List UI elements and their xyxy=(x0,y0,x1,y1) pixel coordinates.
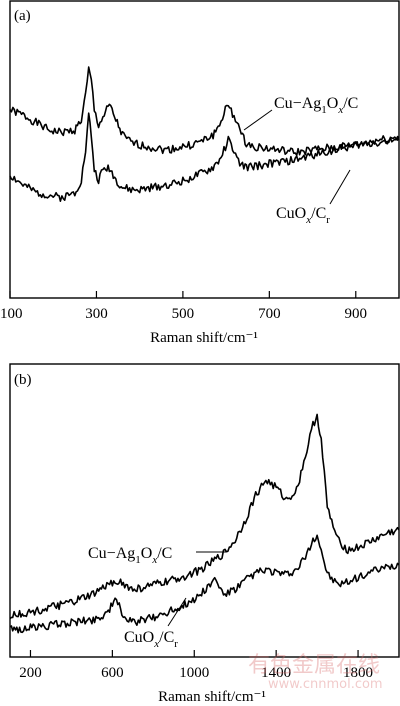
watermark-url: www.cnnmol.com xyxy=(268,677,383,692)
panel-a-x-tick-label-4: 900 xyxy=(345,306,368,322)
panel-a-series xyxy=(9,66,400,202)
panel-b-x-tick-label-0: 200 xyxy=(19,665,42,681)
panel-b-series-2-label: CuOx/Cr xyxy=(124,629,178,650)
panel-a-x-tick-label-1: 300 xyxy=(85,306,108,322)
panel-b-series-2-leader xyxy=(167,597,187,627)
panel-b-series xyxy=(9,413,400,634)
panel-a-x-tick-label-3: 700 xyxy=(258,306,281,322)
panel-b-x-tick-label-1: 600 xyxy=(101,665,124,681)
panel-b-label: (b) xyxy=(14,372,32,388)
panel-a-x-tick-label-2: 500 xyxy=(172,306,195,322)
panel-a-series-2-label: CuOx/Cr xyxy=(276,205,330,226)
panel-b-series-line-2 xyxy=(9,534,400,634)
panel-b-x-axis-title: Raman shift/cm⁻¹ xyxy=(158,689,266,705)
panel-b-series-1-label: Cu−Ag1Ox/C xyxy=(88,545,172,566)
panel-b-x-ticks: 200 600 1000 1400 1800 xyxy=(19,650,373,681)
panel-b-series-line-1 xyxy=(9,413,400,620)
panel-b: (b) 200 600 1000 1400 1800 Raman shift/cm⁻¹ … xyxy=(9,363,400,705)
panel-a-label: (a) xyxy=(14,8,31,24)
panel-a-x-ticks: 100 300 500 700 900 xyxy=(0,291,367,322)
panel-a-x-axis-title: Raman shift/cm⁻¹ xyxy=(150,330,258,346)
panel-a-series-line-2 xyxy=(9,112,400,202)
panel-b-x-tick-label-2: 1000 xyxy=(179,665,209,681)
panel-b-x-tick-label-3: 1400 xyxy=(261,665,291,681)
panel-a-series-2-leader xyxy=(329,169,351,205)
panel-a: (a) 100 300 500 700 900 Raman shift/cm⁻¹ Cu−… xyxy=(0,0,400,346)
panel-a-series-1-label: Cu−Ag1Ox/C xyxy=(274,95,358,116)
panel-b-frame xyxy=(9,363,400,658)
panel-b-x-tick-label-4: 1800 xyxy=(343,665,373,681)
watermark-text: 有色金属在线 xyxy=(248,653,380,678)
panel-a-series-1-leader xyxy=(243,109,273,131)
panel-a-frame xyxy=(9,0,400,299)
panel-a-x-tick-label-0: 100 xyxy=(0,306,23,322)
